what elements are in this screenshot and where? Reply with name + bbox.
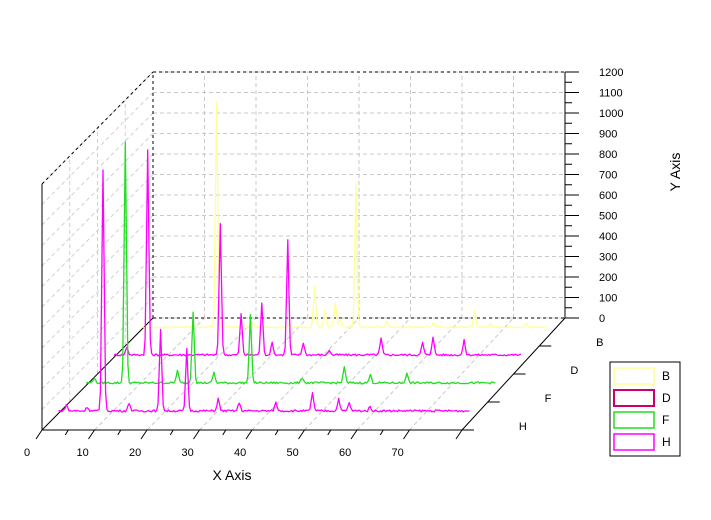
chart-grid — [41, 71, 565, 431]
y-tick-label: 700 — [599, 170, 617, 182]
y-tick-label: 400 — [599, 231, 617, 243]
frame-edge — [41, 71, 154, 185]
x-minor-tick — [169, 429, 174, 436]
legend-swatch-F — [613, 411, 655, 429]
floor-gridline — [356, 317, 463, 431]
floor-gridline — [251, 317, 360, 431]
y-axis-title: Y Axis — [667, 153, 683, 192]
series-line-D — [113, 149, 522, 357]
y-tick-label: 600 — [599, 190, 617, 202]
x-tick — [350, 429, 358, 440]
z-tick-label: B — [596, 337, 603, 349]
series-line-H — [58, 169, 470, 413]
legend-swatch-B — [613, 367, 655, 385]
x-tick-label: 10 — [77, 447, 89, 459]
series-line-B — [141, 100, 548, 329]
y-tick-label: 300 — [599, 252, 617, 264]
x-minor-tick — [222, 429, 227, 436]
x-tick — [245, 429, 253, 440]
legend-label-F: F — [662, 413, 669, 427]
z-tick-label: D — [570, 365, 578, 377]
side-wall-gridline — [41, 235, 154, 349]
x-tick — [403, 429, 410, 440]
x-tick-label: 0 — [24, 447, 30, 459]
legend-swatch-H — [613, 433, 655, 451]
chart-series — [58, 100, 548, 413]
x-tick-label: 70 — [392, 447, 404, 459]
legend-label-D: D — [662, 391, 671, 405]
x-axis-title: X Axis — [213, 467, 252, 483]
z-tick-label: F — [545, 393, 552, 405]
floor-gridline — [146, 317, 257, 431]
x-tick-label: 50 — [287, 447, 299, 459]
side-wall-gridline — [41, 215, 154, 328]
x-tick-label: 20 — [129, 447, 141, 459]
x-tick — [140, 429, 148, 440]
side-wall-gridline — [41, 256, 154, 369]
frame-edge — [41, 317, 154, 431]
y-tick-label: 1100 — [599, 88, 623, 100]
side-wall-gridline — [41, 276, 154, 390]
x-minor-tick — [117, 429, 122, 436]
y-tick-label: 500 — [599, 211, 617, 223]
side-wall-gridline — [41, 297, 154, 410]
series-line-F — [85, 141, 496, 385]
floor-gridline — [304, 317, 411, 431]
x-tick — [298, 429, 305, 440]
legend-label-H: H — [662, 435, 671, 449]
y-tick-label: 0 — [599, 313, 605, 325]
x-tick-label: 40 — [234, 447, 246, 459]
x-tick-label: 30 — [182, 447, 194, 459]
x-minor-tick — [327, 429, 332, 436]
y-tick-label: 900 — [599, 129, 617, 141]
legend-swatch-D — [613, 389, 655, 407]
y-tick-label: 1200 — [599, 67, 623, 79]
y-tick-label: 200 — [599, 272, 617, 284]
x-tick — [193, 429, 200, 440]
x-tick — [455, 429, 463, 440]
chart-ticks: 0100200300400500600700800900100011001200… — [24, 67, 623, 459]
x-minor-tick — [379, 429, 384, 436]
x-minor-tick — [64, 429, 69, 436]
y-tick-label: 1000 — [599, 108, 623, 120]
x-tick-label: 60 — [339, 447, 351, 459]
x-tick — [35, 429, 43, 440]
floor-gridline — [94, 317, 205, 431]
floor-gridline — [409, 317, 514, 431]
legend-label-B: B — [662, 369, 670, 383]
chart-frame — [41, 71, 566, 431]
x-tick — [88, 429, 95, 440]
x-minor-tick — [274, 429, 279, 436]
y-tick-label: 100 — [599, 293, 617, 305]
y-tick-label: 800 — [599, 149, 617, 161]
z-tick-label: H — [519, 421, 527, 433]
